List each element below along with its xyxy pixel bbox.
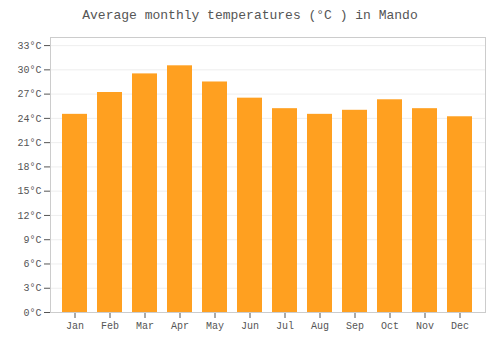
svg-text:Jan: Jan xyxy=(66,321,84,332)
svg-text:9°C: 9°C xyxy=(23,235,41,246)
svg-text:6°C: 6°C xyxy=(23,259,41,270)
svg-text:0°C: 0°C xyxy=(23,308,41,319)
svg-text:Aug: Aug xyxy=(311,321,329,332)
svg-text:Jul: Jul xyxy=(276,321,294,332)
svg-text:21°C: 21°C xyxy=(17,138,41,149)
svg-text:12°C: 12°C xyxy=(17,211,41,222)
svg-text:Apr: Apr xyxy=(171,321,189,332)
svg-text:Feb: Feb xyxy=(101,321,119,332)
svg-text:Dec: Dec xyxy=(451,321,469,332)
svg-text:Mar: Mar xyxy=(136,321,154,332)
svg-text:3°C: 3°C xyxy=(23,283,41,294)
svg-text:Sep: Sep xyxy=(346,321,364,332)
svg-text:30°C: 30°C xyxy=(17,65,41,76)
html-text:Average monthly temperatures (: Average monthly temperatures (°C ) in Ma… xyxy=(82,8,418,23)
svg-text:May: May xyxy=(206,321,224,332)
svg-text:18°C: 18°C xyxy=(17,162,41,173)
svg-text:Oct: Oct xyxy=(381,321,399,332)
svg-text:Nov: Nov xyxy=(416,321,434,332)
svg-text:27°C: 27°C xyxy=(17,89,41,100)
svg-text:Jun: Jun xyxy=(241,321,259,332)
svg-text:33°C: 33°C xyxy=(17,41,41,52)
svg-text:24°C: 24°C xyxy=(17,114,41,125)
svg-text:15°C: 15°C xyxy=(17,186,41,197)
